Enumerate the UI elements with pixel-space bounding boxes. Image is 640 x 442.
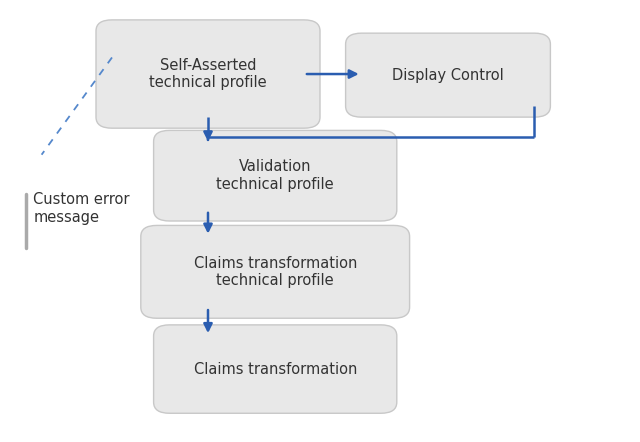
FancyBboxPatch shape [346, 33, 550, 117]
Text: Claims transformation
technical profile: Claims transformation technical profile [193, 255, 357, 288]
Text: Claims transformation: Claims transformation [193, 362, 357, 377]
Text: Self-Asserted
technical profile: Self-Asserted technical profile [149, 58, 267, 90]
Text: Custom error
message: Custom error message [33, 192, 130, 225]
Text: Validation
technical profile: Validation technical profile [216, 160, 334, 192]
FancyBboxPatch shape [154, 130, 397, 221]
FancyBboxPatch shape [96, 20, 320, 128]
Text: Display Control: Display Control [392, 68, 504, 83]
FancyBboxPatch shape [141, 225, 410, 318]
FancyBboxPatch shape [154, 325, 397, 413]
